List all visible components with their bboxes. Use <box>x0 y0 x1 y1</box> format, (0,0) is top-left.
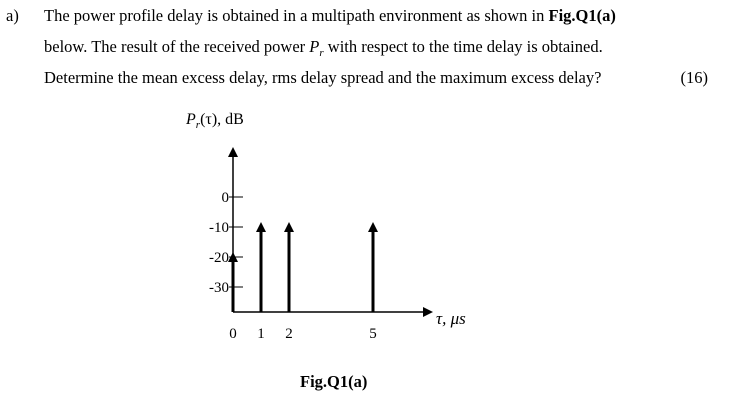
question-label: a) <box>6 6 19 25</box>
power-symbol-subscript: r <box>319 47 324 59</box>
x-ticks: 0 1 2 5 <box>229 326 377 342</box>
power-symbol: P <box>309 37 320 56</box>
x-axis-label: τ, μs <box>436 309 466 328</box>
y-tick-label: 0 <box>222 190 230 206</box>
x-tick-label: 5 <box>369 326 377 342</box>
question-line-2: below. The result of the received power … <box>44 37 603 59</box>
y-ticks: 0 -10 -20 -30 <box>209 190 243 296</box>
power-impulses <box>228 222 378 312</box>
x-tick-label: 1 <box>257 326 265 342</box>
y-tick-label: -30 <box>209 280 229 296</box>
question-line-3: Determine the mean excess delay, rms del… <box>44 68 602 87</box>
y-tick-label: -20 <box>209 250 229 266</box>
question-line-1-text: The power profile delay is obtained in a… <box>44 6 549 25</box>
x-tick-label: 0 <box>229 326 237 342</box>
x-tick-label: 2 <box>285 326 293 342</box>
y-axis-label: Pr(τ), dB <box>185 111 244 131</box>
question-line-2-rest: with respect to the time delay is obtain… <box>323 37 603 56</box>
figure-caption: Fig.Q1(a) <box>300 372 368 391</box>
question-line-2-text: below. The result of the received power <box>44 37 310 56</box>
y-tick-label: -10 <box>209 220 229 236</box>
figure-reference: Fig.Q1(a) <box>548 6 616 25</box>
question-line-1: The power profile delay is obtained in a… <box>44 6 616 26</box>
marks-allocation: (16) <box>680 68 709 87</box>
